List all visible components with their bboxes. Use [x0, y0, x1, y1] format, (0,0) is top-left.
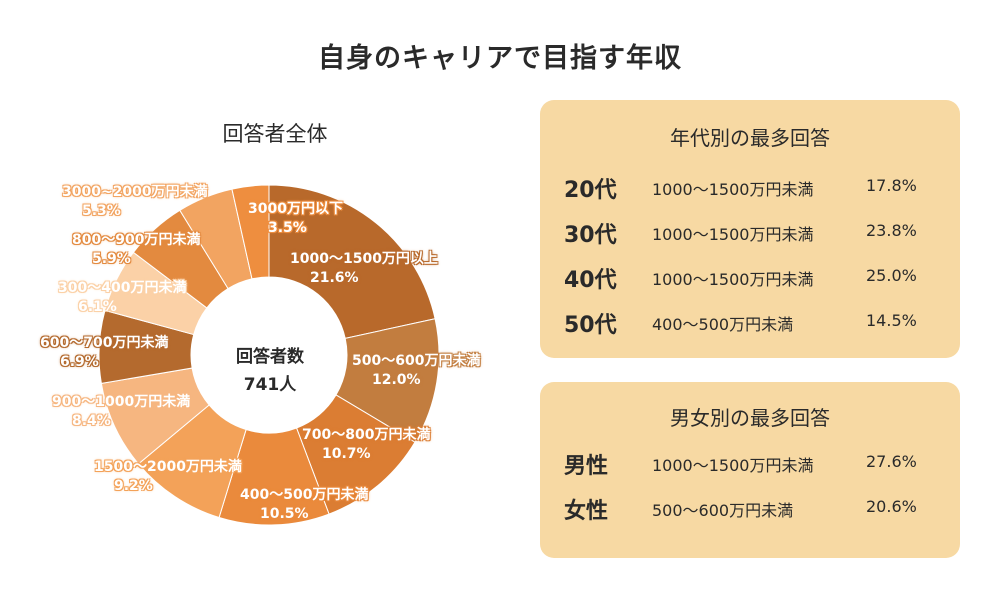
age-group: 20代: [564, 178, 617, 203]
segment-label: 3000万円以下 3.5%: [248, 200, 343, 238]
segment-label: 900〜1000万円未満 8.4%: [52, 393, 190, 431]
segment-label-name: 3000~2000万円未満: [62, 184, 208, 200]
gender-panel: 男女別の最多回答 男性 1000〜1500万円未満 27.6% 女性 500〜6…: [540, 382, 960, 558]
age-answer: 400〜500万円未満: [652, 315, 794, 334]
age-row: 40代 1000〜1500万円未満 25.0%: [540, 262, 960, 293]
segment-label-value: 6.1%: [78, 299, 117, 315]
segment-label: 500〜600万円未満 12.0%: [352, 352, 480, 390]
segment-label-name: 1500〜2000万円未満: [94, 459, 242, 475]
gender-percent: 20.6%: [866, 497, 917, 516]
segment-label-value: 5.9%: [92, 251, 131, 267]
donut-chart: [98, 184, 440, 526]
segment-label-name: 900〜1000万円未満: [52, 394, 191, 410]
segment-label: 600〜700万円未満 6.9%: [40, 334, 168, 372]
age-answer: 1000〜1500万円未満: [652, 225, 814, 244]
segment-label-name: 1000〜1500万円以上: [290, 251, 438, 267]
age-row: 20代 1000〜1500万円未満 17.8%: [540, 172, 960, 203]
segment-label-value: 6.9%: [60, 354, 99, 370]
gender-answer: 500〜600万円未満: [652, 501, 794, 520]
age-percent: 17.8%: [866, 176, 917, 195]
segment-label-value: 10.7%: [322, 446, 371, 462]
age-answer: 1000〜1500万円未満: [652, 270, 814, 289]
gender-panel-title: 男女別の最多回答: [670, 406, 830, 430]
pie-title: 回答者全体: [222, 122, 328, 146]
segment-label-name: 400〜500万円未満: [240, 487, 369, 503]
segment-label-value: 5.3%: [82, 203, 121, 219]
segment-label: 3000~2000万円未満 5.3%: [62, 183, 208, 221]
segment-label: 300〜400万円未満 6.1%: [58, 279, 186, 317]
segment-label-name: 800〜900万円未満: [72, 232, 201, 248]
segment-label-name: 700〜800万円未満: [302, 427, 431, 443]
age-group: 40代: [564, 268, 617, 293]
age-percent: 25.0%: [866, 266, 917, 285]
segment-label-value: 12.0%: [372, 372, 421, 388]
segment-label-name: 600〜700万円未満: [40, 335, 169, 351]
age-panel: 年代別の最多回答 20代 1000〜1500万円未満 17.8% 30代 100…: [540, 100, 960, 358]
age-row: 30代 1000〜1500万円未満 23.8%: [540, 217, 960, 248]
segment-label: 400〜500万円未満 10.5%: [240, 486, 368, 524]
center-label-count: 741人: [243, 375, 297, 395]
segment-label-value: 21.6%: [310, 270, 359, 286]
segment-label: 700〜800万円未満 10.7%: [302, 426, 430, 464]
segment-label: 800〜900万円未満 5.9%: [72, 231, 200, 269]
segment-label-value: 3.5%: [268, 220, 307, 236]
age-group: 30代: [564, 223, 617, 248]
segment-label: 1000〜1500万円以上 21.6%: [290, 250, 438, 288]
center-label-title: 回答者数: [236, 347, 304, 367]
donut-slice: [231, 184, 270, 280]
chart-title: 自身のキャリアで目指す年収: [318, 43, 682, 74]
segment-label-name: 500〜600万円未満: [352, 353, 481, 369]
age-percent: 23.8%: [866, 221, 917, 240]
segment-label-value: 10.5%: [260, 506, 309, 522]
age-row: 50代 400〜500万円未満 14.5%: [540, 307, 960, 338]
gender-percent: 27.6%: [866, 452, 917, 471]
age-panel-title: 年代別の最多回答: [670, 126, 830, 150]
gender-group: 男性: [564, 454, 609, 479]
segment-label-name: 3000万円以下: [248, 201, 343, 217]
age-answer: 1000〜1500万円未満: [652, 180, 814, 199]
gender-group: 女性: [564, 499, 609, 524]
segment-label-value: 9.2%: [114, 478, 153, 494]
age-percent: 14.5%: [866, 311, 917, 330]
segment-label-value: 8.4%: [72, 413, 111, 429]
gender-row: 男性 1000〜1500万円未満 27.6%: [540, 448, 960, 479]
segment-label: 1500〜2000万円未満 9.2%: [94, 458, 242, 496]
donut-slice: [268, 184, 436, 339]
age-group: 50代: [564, 313, 617, 338]
gender-row: 女性 500〜600万円未満 20.6%: [540, 493, 960, 524]
gender-answer: 1000〜1500万円未満: [652, 456, 814, 475]
segment-label-name: 300〜400万円未満: [58, 280, 187, 296]
